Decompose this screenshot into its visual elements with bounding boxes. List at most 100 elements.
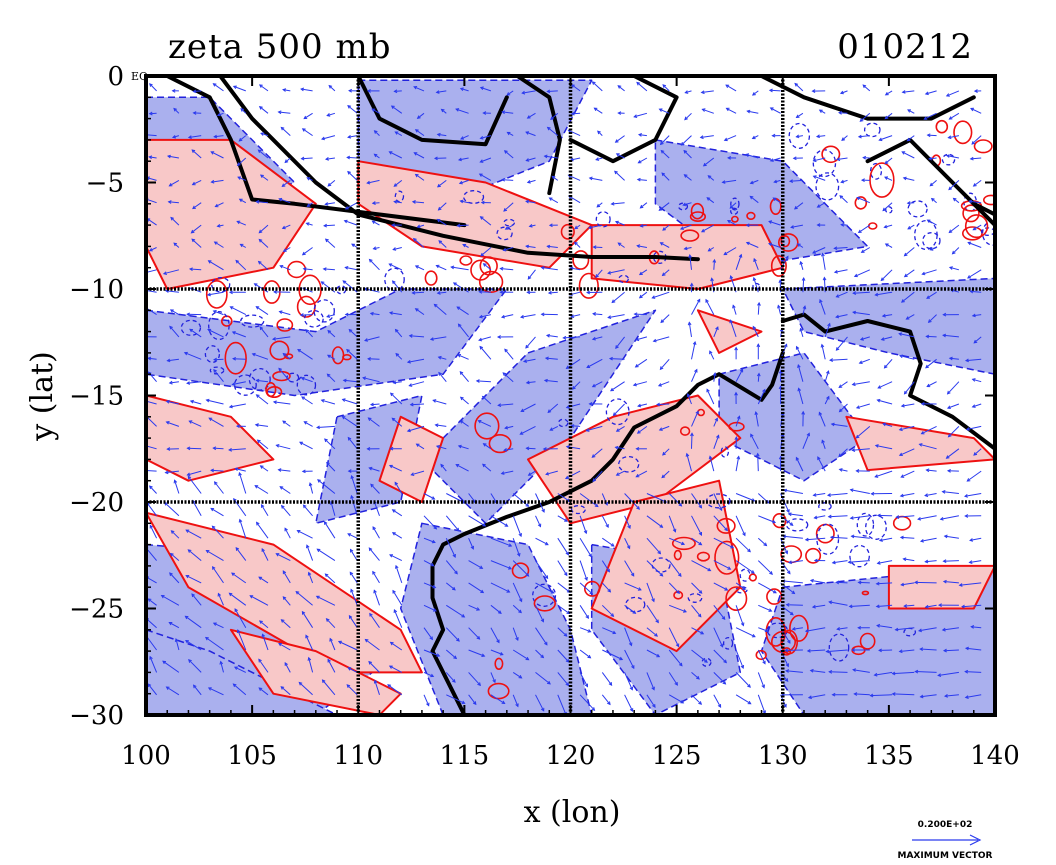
- wind-vector-head: [881, 313, 886, 318]
- wind-vector: [483, 443, 492, 450]
- wind-vector-head: [851, 448, 856, 452]
- positive-contour: [983, 194, 995, 206]
- wind-vector-head: [633, 312, 638, 317]
- wind-vector: [544, 379, 558, 383]
- wind-vector-head: [540, 266, 545, 270]
- wind-vector: [813, 175, 826, 181]
- negative-contour: [869, 162, 883, 180]
- wind-vector: [482, 396, 492, 405]
- wind-vector: [394, 482, 403, 494]
- wind-vector-head: [551, 175, 556, 180]
- wind-vector-head: [615, 428, 620, 432]
- wind-vector-head: [435, 264, 440, 269]
- wind-vector-head: [506, 92, 511, 96]
- wind-vector-head: [724, 587, 729, 591]
- wind-vector: [217, 593, 224, 606]
- wind-vector-head: [258, 106, 263, 110]
- wind-vector-head: [414, 308, 419, 312]
- wind-vector-head: [835, 580, 840, 585]
- wind-vector-head: [300, 376, 305, 381]
- wind-vector: [702, 108, 714, 114]
- wind-vector-head: [255, 199, 260, 204]
- wind-vector: [166, 421, 180, 427]
- wind-vector: [660, 150, 670, 159]
- wind-vector-head: [592, 245, 597, 250]
- wind-vector-head: [562, 335, 567, 340]
- wind-vector-head: [657, 550, 662, 555]
- wind-vector: [947, 403, 960, 409]
- wind-vector: [185, 615, 202, 629]
- wind-vector-head: [700, 228, 705, 233]
- wind-vector: [430, 336, 447, 340]
- wind-vector-head: [525, 344, 529, 349]
- wind-vector-head: [769, 571, 773, 575]
- wind-vector-head: [326, 314, 331, 318]
- wind-vector-head: [972, 226, 977, 231]
- wind-vector: [750, 434, 759, 450]
- wind-vector: [788, 560, 803, 564]
- wind-vector-head: [547, 680, 551, 685]
- wind-vector: [423, 493, 435, 500]
- wind-vector: [800, 328, 804, 338]
- wind-vector-head: [550, 116, 554, 121]
- wind-vector: [192, 500, 202, 517]
- wind-vector-head: [518, 533, 522, 538]
- wind-vector-head: [614, 445, 619, 450]
- wind-vector-head: [903, 390, 908, 395]
- wind-vector: [579, 582, 593, 595]
- wind-vector-head: [231, 382, 236, 386]
- wind-vector: [662, 224, 670, 231]
- wind-vector-head: [435, 90, 440, 94]
- wind-vector: [512, 582, 523, 602]
- wind-vector: [249, 595, 269, 606]
- wind-vector: [284, 528, 291, 539]
- wind-vector-head: [732, 304, 736, 309]
- wind-vector: [659, 108, 670, 114]
- wind-vector-head: [174, 637, 179, 643]
- wind-vector: [146, 289, 157, 293]
- wind-vector: [261, 548, 269, 561]
- wind-vector-head: [747, 684, 751, 688]
- wind-vector-head: [234, 608, 238, 613]
- wind-vector: [342, 398, 358, 405]
- wind-vector-head: [813, 515, 818, 520]
- wind-vector: [691, 627, 704, 635]
- wind-vector-head: [700, 90, 705, 95]
- wind-vector-head: [907, 109, 911, 113]
- wind-vector-head: [475, 379, 480, 383]
- wind-vector: [786, 604, 803, 606]
- wind-vector-head: [859, 118, 864, 122]
- wind-vector-head: [235, 424, 240, 429]
- wind-vector-head: [771, 133, 776, 138]
- wind-vector-head: [324, 202, 329, 206]
- x-axis-ticks: 100 105 110 115 120 125 130 135 140: [121, 76, 1020, 771]
- wind-vector-head: [715, 326, 719, 331]
- wind-vector-head: [877, 385, 882, 389]
- wind-vector: [586, 358, 603, 368]
- wind-vector: [770, 107, 781, 114]
- wind-vector-head: [718, 507, 723, 512]
- wind-vector: [968, 242, 982, 248]
- wind-vector-head: [479, 159, 484, 163]
- coastline-segment: [568, 76, 679, 164]
- wind-vector: [707, 175, 715, 181]
- wind-vector-head: [189, 328, 194, 333]
- wind-vector-head: [833, 246, 838, 251]
- wind-vector: [966, 425, 982, 430]
- wind-vector: [836, 581, 848, 584]
- wind-vector: [802, 306, 806, 315]
- wind-vector-head: [818, 109, 823, 113]
- reference-vector-arrowhead: [969, 834, 982, 846]
- wind-vector-head: [372, 246, 377, 251]
- wind-vector: [391, 417, 403, 427]
- wind-vector-head: [237, 176, 242, 180]
- wind-vector: [944, 535, 959, 539]
- positive-contour: [696, 551, 711, 562]
- wind-vector: [545, 357, 558, 360]
- wind-vector-head: [725, 107, 730, 112]
- wind-vector-head: [479, 345, 484, 350]
- wind-vector: [500, 268, 514, 271]
- wind-vector: [816, 135, 826, 138]
- wind-vector-head: [571, 385, 576, 390]
- wind-vector-head: [501, 700, 506, 705]
